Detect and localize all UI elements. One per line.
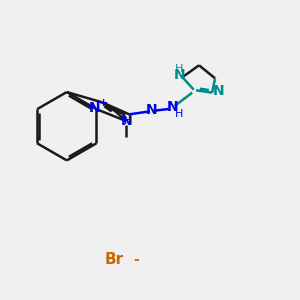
Text: H: H <box>175 109 183 119</box>
Text: Br: Br <box>105 253 124 268</box>
Text: N: N <box>146 103 157 117</box>
Text: N: N <box>89 100 101 115</box>
Text: H: H <box>175 64 184 74</box>
Text: H: H <box>124 116 132 126</box>
Text: -: - <box>134 253 140 267</box>
Text: +: + <box>99 98 108 108</box>
Text: N: N <box>174 68 185 82</box>
Text: N: N <box>167 100 179 115</box>
Text: N: N <box>213 84 224 98</box>
Text: N: N <box>121 114 133 128</box>
